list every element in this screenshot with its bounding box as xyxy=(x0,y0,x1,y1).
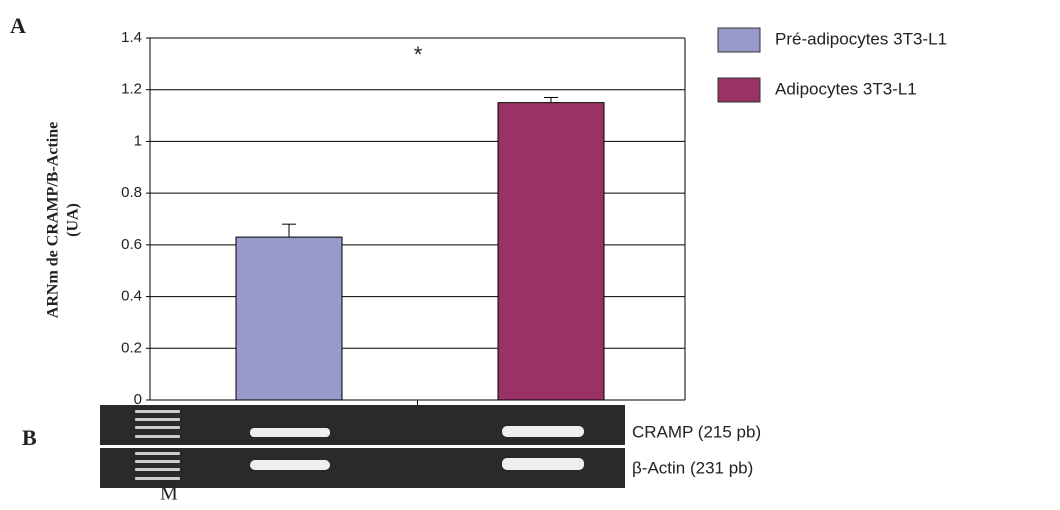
bar xyxy=(497,102,605,401)
legend-swatch xyxy=(717,77,761,103)
panel-label: B xyxy=(22,425,37,450)
bands xyxy=(250,426,584,470)
panel-label: A xyxy=(10,13,26,38)
y-tick-label: 1.4 xyxy=(121,29,142,46)
marker-label: M xyxy=(160,483,178,505)
ladder xyxy=(135,410,180,480)
gel-strip xyxy=(100,405,625,445)
y-tick-label: 0.8 xyxy=(121,184,142,201)
y-tick-label: 0 xyxy=(134,391,142,408)
legend-swatch xyxy=(717,27,761,53)
legend-label: Pré-adipocytes 3T3-L1 xyxy=(775,29,947,48)
legend-label: Adipocytes 3T3-L1 xyxy=(775,79,917,98)
y-tick-label: 1 xyxy=(134,132,142,149)
y-axis-title-line: (UA) xyxy=(65,203,82,237)
y-axis-title: ARNm de CRAMP/B-Actine (UA) xyxy=(45,122,82,318)
y-tick-label: 0.6 xyxy=(121,236,142,253)
gel-band-label: β-Actin (231 pb) xyxy=(632,458,753,477)
annotation: * xyxy=(414,42,423,67)
y-tick-label: 0.2 xyxy=(121,339,142,356)
gel xyxy=(100,405,625,488)
y-tick-label: 0.4 xyxy=(121,288,142,305)
gel-band-label: CRAMP (215 pb) xyxy=(632,422,761,441)
y-tick-label: 1.2 xyxy=(121,81,142,98)
bar xyxy=(235,236,343,401)
y-axis-title-line: ARNm de CRAMP/B-Actine xyxy=(45,122,62,318)
